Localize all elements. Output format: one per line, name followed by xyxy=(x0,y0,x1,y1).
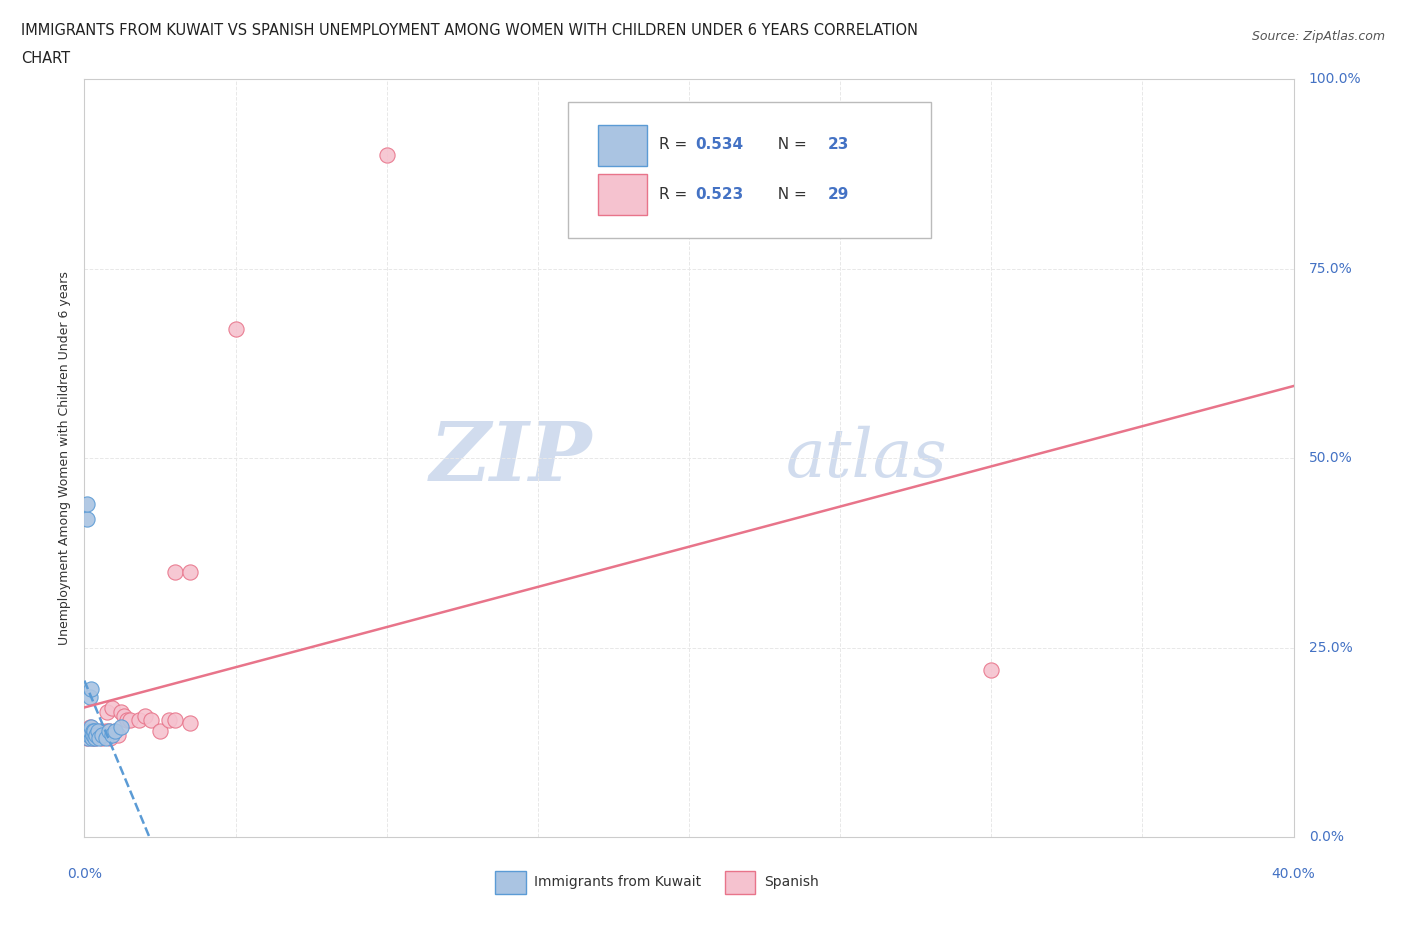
Point xyxy=(82,727,104,742)
Text: 50.0%: 50.0% xyxy=(1309,451,1353,465)
FancyBboxPatch shape xyxy=(599,174,647,216)
Point xyxy=(82,724,104,738)
Text: N =: N = xyxy=(768,138,811,153)
FancyBboxPatch shape xyxy=(599,125,647,166)
Point xyxy=(84,731,107,746)
Text: Immigrants from Kuwait: Immigrants from Kuwait xyxy=(534,875,702,889)
Point xyxy=(118,712,141,727)
Point xyxy=(90,724,112,738)
Text: 23: 23 xyxy=(828,138,849,153)
Point xyxy=(82,727,104,742)
Point xyxy=(163,565,186,579)
Text: 40.0%: 40.0% xyxy=(1271,868,1316,882)
Point xyxy=(77,727,100,742)
Point xyxy=(163,712,186,727)
Point xyxy=(91,727,114,742)
Text: Source: ZipAtlas.com: Source: ZipAtlas.com xyxy=(1251,30,1385,43)
Point xyxy=(107,727,129,742)
Point xyxy=(179,716,201,731)
Point xyxy=(80,731,103,746)
Point xyxy=(79,689,101,704)
Point xyxy=(104,724,127,738)
Point xyxy=(96,705,118,720)
Point xyxy=(97,724,120,738)
Point xyxy=(86,724,108,738)
Point xyxy=(157,712,180,727)
Point xyxy=(128,712,150,727)
Text: N =: N = xyxy=(768,187,811,202)
Point xyxy=(83,724,105,738)
FancyBboxPatch shape xyxy=(725,871,755,894)
Point xyxy=(76,512,98,526)
Point xyxy=(76,496,98,511)
Point xyxy=(89,731,111,746)
Point xyxy=(89,727,111,742)
Point xyxy=(100,727,122,742)
Text: R =: R = xyxy=(658,187,692,202)
Point xyxy=(115,712,138,727)
Point xyxy=(84,731,107,746)
Point xyxy=(76,731,98,746)
Text: ZIP: ZIP xyxy=(430,418,592,498)
Text: 25.0%: 25.0% xyxy=(1309,641,1353,655)
Text: 29: 29 xyxy=(828,187,849,202)
FancyBboxPatch shape xyxy=(568,101,931,238)
Point xyxy=(79,720,101,735)
Point xyxy=(149,724,172,738)
Point xyxy=(86,727,108,742)
Point xyxy=(77,727,100,742)
Point xyxy=(79,724,101,738)
Point xyxy=(112,709,135,724)
Point xyxy=(110,720,132,735)
Point xyxy=(980,663,1002,678)
Text: 100.0%: 100.0% xyxy=(1309,72,1361,86)
Point xyxy=(110,705,132,720)
Point xyxy=(80,720,103,735)
Point xyxy=(80,731,103,746)
Y-axis label: Unemployment Among Women with Children Under 6 years: Unemployment Among Women with Children U… xyxy=(58,271,72,645)
Text: R =: R = xyxy=(658,138,692,153)
Point xyxy=(100,700,122,715)
Point xyxy=(80,682,103,697)
Point xyxy=(77,724,100,738)
Text: 0.534: 0.534 xyxy=(695,138,744,153)
Text: CHART: CHART xyxy=(21,51,70,66)
Point xyxy=(375,148,398,163)
Point xyxy=(94,724,117,738)
Point xyxy=(134,709,156,724)
Text: 0.0%: 0.0% xyxy=(1309,830,1344,844)
Text: IMMIGRANTS FROM KUWAIT VS SPANISH UNEMPLOYMENT AMONG WOMEN WITH CHILDREN UNDER 6: IMMIGRANTS FROM KUWAIT VS SPANISH UNEMPL… xyxy=(21,23,918,38)
Point xyxy=(79,724,101,738)
Text: 0.0%: 0.0% xyxy=(67,868,101,882)
Point xyxy=(91,731,114,746)
Text: atlas: atlas xyxy=(786,425,948,491)
Point xyxy=(77,731,100,746)
Point xyxy=(139,712,162,727)
Point xyxy=(98,731,121,746)
Point xyxy=(104,724,127,738)
Text: 0.523: 0.523 xyxy=(695,187,744,202)
Point xyxy=(179,565,201,579)
FancyBboxPatch shape xyxy=(495,871,526,894)
Text: 75.0%: 75.0% xyxy=(1309,261,1353,275)
Text: Spanish: Spanish xyxy=(763,875,818,889)
Point xyxy=(94,731,117,746)
Point xyxy=(225,322,247,337)
Point xyxy=(87,724,110,738)
Point xyxy=(97,724,120,738)
